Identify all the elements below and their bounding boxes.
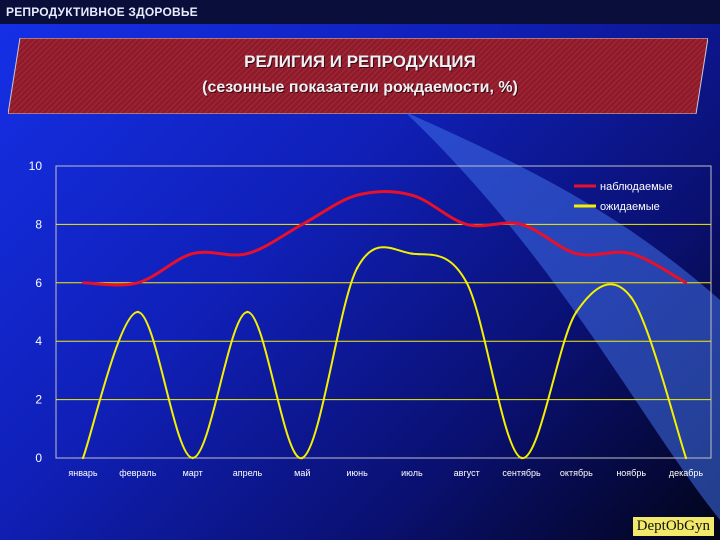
- y-tick-label: 8: [35, 217, 42, 231]
- legend-label: ожидаемые: [600, 201, 660, 213]
- section-label: РЕПРОДУКТИВНОЕ ЗДОРОВЬЕ: [6, 5, 198, 19]
- x-tick-label: май: [294, 468, 310, 478]
- data-point-observed: [575, 252, 578, 255]
- y-tick-label: 2: [35, 393, 42, 407]
- x-tick-label: август: [454, 468, 480, 478]
- data-point-expected: [465, 281, 468, 284]
- x-tick-label: январь: [68, 468, 98, 478]
- data-point-observed: [355, 194, 359, 197]
- data-point-observed: [629, 252, 633, 255]
- data-point-observed: [520, 223, 523, 226]
- plot-area: [55, 165, 712, 459]
- x-tick-label: октябрь: [560, 468, 593, 478]
- data-point-expected: [575, 310, 578, 314]
- legend-label: наблюдаемые: [600, 181, 673, 193]
- data-point-expected: [520, 456, 523, 460]
- x-tick-label: март: [183, 468, 203, 478]
- y-tick-label: 10: [29, 159, 43, 173]
- data-point-observed: [136, 281, 140, 284]
- brand-label: DeptObGyn: [632, 517, 714, 536]
- data-point-expected: [246, 310, 249, 314]
- x-tick-label: февраль: [119, 468, 156, 478]
- data-point-expected: [684, 456, 688, 460]
- title-banner: [8, 38, 708, 114]
- data-point-observed: [81, 281, 85, 284]
- data-point-observed: [410, 194, 414, 197]
- data-point-expected: [81, 456, 85, 460]
- data-point-expected: [301, 456, 304, 460]
- light-swoosh: [405, 112, 720, 520]
- series-line-observed: [82, 190, 687, 287]
- data-point-expected: [629, 296, 633, 299]
- x-tick-label: ноябрь: [616, 468, 646, 478]
- y-tick-label: 4: [35, 334, 42, 348]
- data-point-expected: [191, 456, 194, 460]
- data-point-observed: [191, 252, 194, 255]
- banner-title: РЕЛИГИЯ И РЕПРОДУКЦИЯ: [244, 52, 476, 71]
- x-tick-label: июнь: [346, 468, 368, 478]
- data-point-expected: [410, 252, 414, 255]
- data-point-observed: [246, 252, 249, 255]
- data-point-observed: [465, 223, 468, 226]
- x-tick-label: декабрь: [669, 468, 704, 478]
- y-tick-label: 0: [35, 451, 42, 465]
- x-tick-label: июль: [401, 468, 423, 478]
- data-point-expected: [136, 310, 140, 314]
- y-tick-label: 6: [35, 276, 42, 290]
- data-point-observed: [684, 281, 688, 284]
- data-point-observed: [301, 223, 304, 226]
- x-tick-label: сентябрь: [502, 468, 541, 478]
- banner-subtitle: (сезонные показатели рождаемости, %): [202, 79, 518, 96]
- x-tick-label: апрель: [233, 468, 263, 478]
- data-point-expected: [355, 267, 359, 270]
- top-strip: РЕПРОДУКТИВНОЕ ЗДОРОВЬЕ: [0, 0, 720, 24]
